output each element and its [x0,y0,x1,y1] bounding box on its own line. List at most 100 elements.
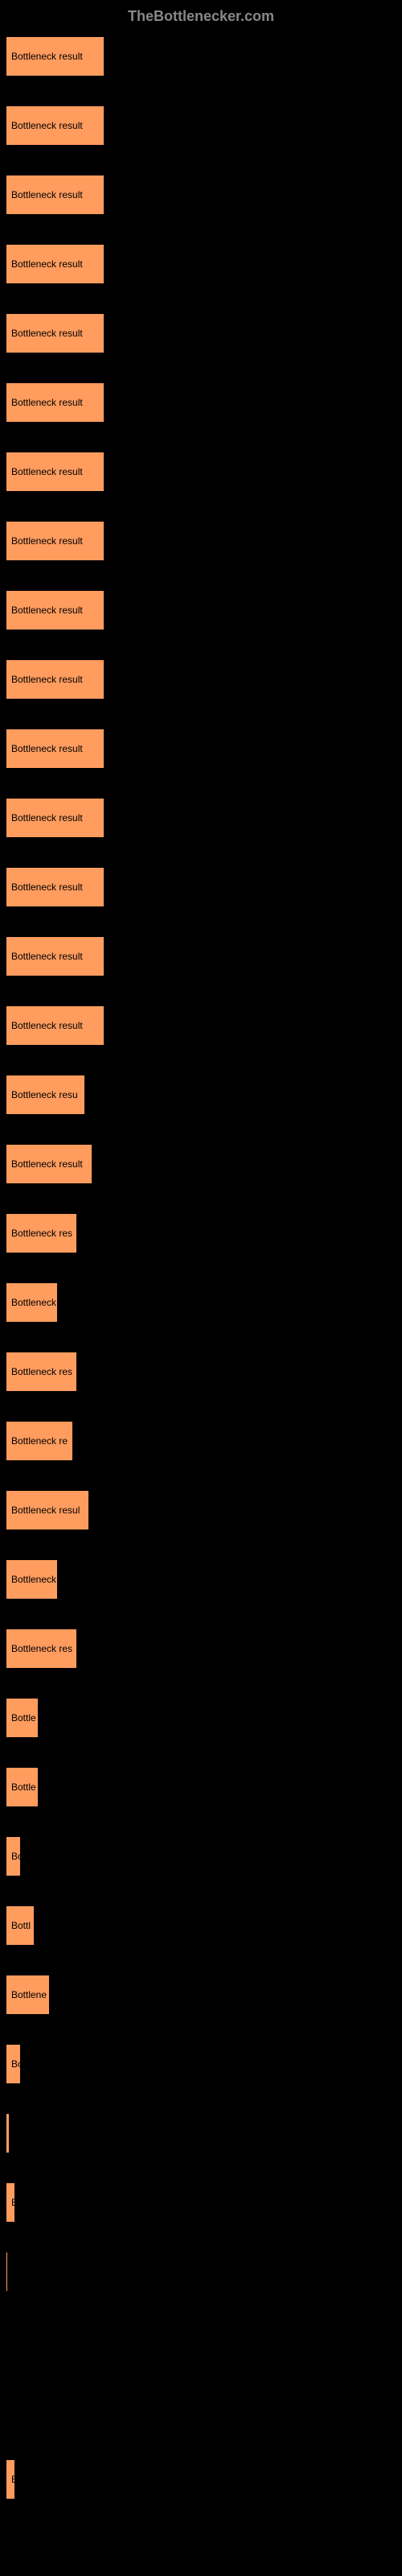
bar-row: Bottleneck [6,1283,396,1322]
bar-label: Bottleneck [6,1574,56,1585]
bar: Bo [6,1837,20,1876]
bar-label: B [6,2197,14,2208]
bar-label: Bottleneck res [6,1643,72,1654]
bar: Bottleneck result [6,522,104,560]
bar-row: Bo [6,1837,396,1876]
bar: Bottle [6,1699,38,1737]
bar-label: Bottleneck resu [6,1089,78,1100]
bar-row: Bottleneck result [6,1006,396,1045]
bar-label: Bottl [6,1920,31,1931]
bar-label: Bottleneck result [6,120,83,131]
site-header: TheBottlenecker.com [0,0,402,37]
bar-row: Bottleneck resul [6,1491,396,1530]
bar-row: Bottleneck resu [6,1075,396,1114]
bar-label: Bottleneck result [6,258,83,270]
bar-row: Bottleneck result [6,314,396,353]
bar-row: Bottle [6,1768,396,1806]
bar: Bottleneck resu [6,1075,84,1114]
bar-row: Bottleneck res [6,1352,396,1391]
bar-row [6,2252,396,2291]
bar-label: Bottleneck result [6,189,83,200]
bar: Bottleneck res [6,1214,76,1253]
bar-label: B [6,2474,14,2485]
bar-label: Bottleneck result [6,1020,83,1031]
bar-label: Bottleneck [6,1297,56,1308]
bar-row: B [6,2460,396,2499]
bar: B [6,2460,14,2499]
bar-row: Bottleneck result [6,591,396,630]
bar-row [6,2322,396,2360]
bar: Bottleneck result [6,245,104,283]
bar-label: Bottle [6,1712,36,1724]
bar-row: Bottleneck result [6,799,396,837]
bar: Bottleneck [6,1560,57,1599]
bar: Bottleneck result [6,37,104,76]
bar: Bottleneck res [6,1629,76,1668]
bar-label: Bottleneck res [6,1228,72,1239]
bar-row: Bottleneck res [6,1214,396,1253]
bar-label: Bottleneck result [6,397,83,408]
bar-row: Bottleneck result [6,522,396,560]
bar-row: Bottleneck result [6,175,396,214]
bar-row: Bottleneck result [6,1145,396,1183]
bar-row: Bottleneck [6,1560,396,1599]
bar-label: Bottleneck result [6,328,83,339]
bar-row: Bottleneck re [6,1422,396,1460]
bar-row [6,2114,396,2153]
bar-label: Bottlene [6,1989,47,2000]
bar-label: Bottleneck result [6,743,83,754]
bar-label: Bottleneck res [6,1366,72,1377]
bar-label: Bo [6,1851,20,1862]
bar: Bottleneck result [6,175,104,214]
bar: Bottleneck result [6,868,104,906]
bar: Bottleneck result [6,106,104,145]
bar: Bottleneck resul [6,1491,88,1530]
bar-label: Bottleneck result [6,605,83,616]
bar: Bottleneck result [6,452,104,491]
bar-row: Bottl [6,1906,396,1945]
bar: Bottleneck res [6,1352,76,1391]
bar [6,2252,7,2291]
bar-row: B [6,2183,396,2222]
bar: Bottleneck result [6,1006,104,1045]
bar-row: Bottleneck result [6,37,396,76]
bar-label: Bottleneck result [6,51,83,62]
bar-label: Bottleneck resul [6,1505,80,1516]
bar-row: Bottleneck result [6,937,396,976]
bar-row: Bottle [6,1699,396,1737]
bar-label: Bo [6,2058,20,2070]
bar-row: Bottleneck result [6,660,396,699]
bar: Bottleneck result [6,660,104,699]
bar-row: Bottleneck result [6,383,396,422]
bar-chart: Bottleneck result Bottleneck result Bottle… [0,37,402,2499]
bar-label: Bottleneck result [6,674,83,685]
bar-row: Bottleneck result [6,868,396,906]
bar: Bottleneck result [6,1145,92,1183]
bar: Bottl [6,1906,34,1945]
bar: Bottleneck [6,1283,57,1322]
bar [6,2114,9,2153]
bar: B [6,2183,14,2222]
bar-row: Bottleneck result [6,245,396,283]
bar-row: Bottleneck result [6,452,396,491]
bar: Bottleneck result [6,937,104,976]
bar-label: Bottleneck result [6,812,83,824]
bar: Bottleneck result [6,799,104,837]
bar-row [6,2391,396,2429]
bar: Bottleneck result [6,591,104,630]
bar-row: Bo [6,2045,396,2083]
bar: Bottleneck result [6,729,104,768]
bar-label: Bottleneck re [6,1435,68,1447]
bar: Bottleneck result [6,383,104,422]
bar-label: Bottleneck result [6,466,83,477]
bar-row: Bottleneck result [6,729,396,768]
bar: Bottle [6,1768,38,1806]
bar: Bottleneck re [6,1422,72,1460]
bar: Bottleneck result [6,314,104,353]
bar-label: Bottleneck result [6,881,83,893]
bar: Bo [6,2045,20,2083]
bar-label: Bottleneck result [6,535,83,547]
bar-label: Bottleneck result [6,1158,83,1170]
bar-label: Bottleneck result [6,951,83,962]
bar-row: Bottlene [6,1975,396,2014]
